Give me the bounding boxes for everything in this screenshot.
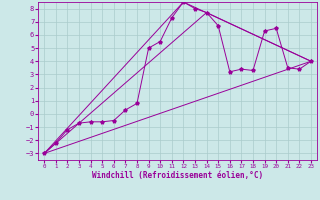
X-axis label: Windchill (Refroidissement éolien,°C): Windchill (Refroidissement éolien,°C) <box>92 171 263 180</box>
